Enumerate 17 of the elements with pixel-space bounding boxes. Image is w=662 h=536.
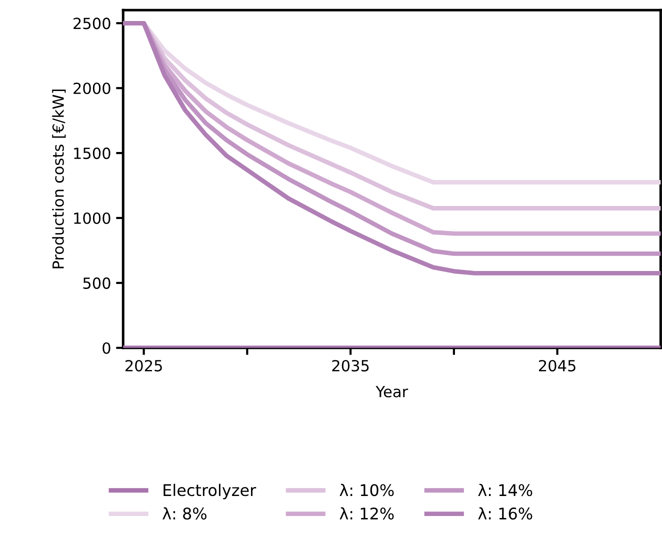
legend-label: λ: 14% — [478, 484, 532, 496]
y-tick-label: 1500 — [74, 148, 110, 160]
y-tick-label: 1000 — [74, 212, 110, 224]
y-tick-label: 500 — [83, 277, 110, 289]
legend-label: Electrolyzer — [164, 484, 256, 500]
legend-label: λ: 16% — [478, 507, 532, 520]
legend-label: λ: 8% — [162, 507, 206, 520]
x-tick-label: 2035 — [332, 360, 369, 372]
x-tick-label: 2025 — [125, 360, 162, 372]
legend-label: λ: 10% — [340, 484, 394, 496]
y-axis-title: Production costs [€/kW] — [52, 90, 66, 268]
y-tick-label: 0 — [102, 342, 110, 354]
y-tick-label: 2500 — [74, 18, 110, 30]
y-tick-label: 2000 — [74, 82, 110, 94]
x-axis-title: Year — [376, 386, 408, 398]
x-tick-label: 2045 — [538, 360, 576, 372]
legend-label: λ: 12% — [340, 507, 394, 520]
